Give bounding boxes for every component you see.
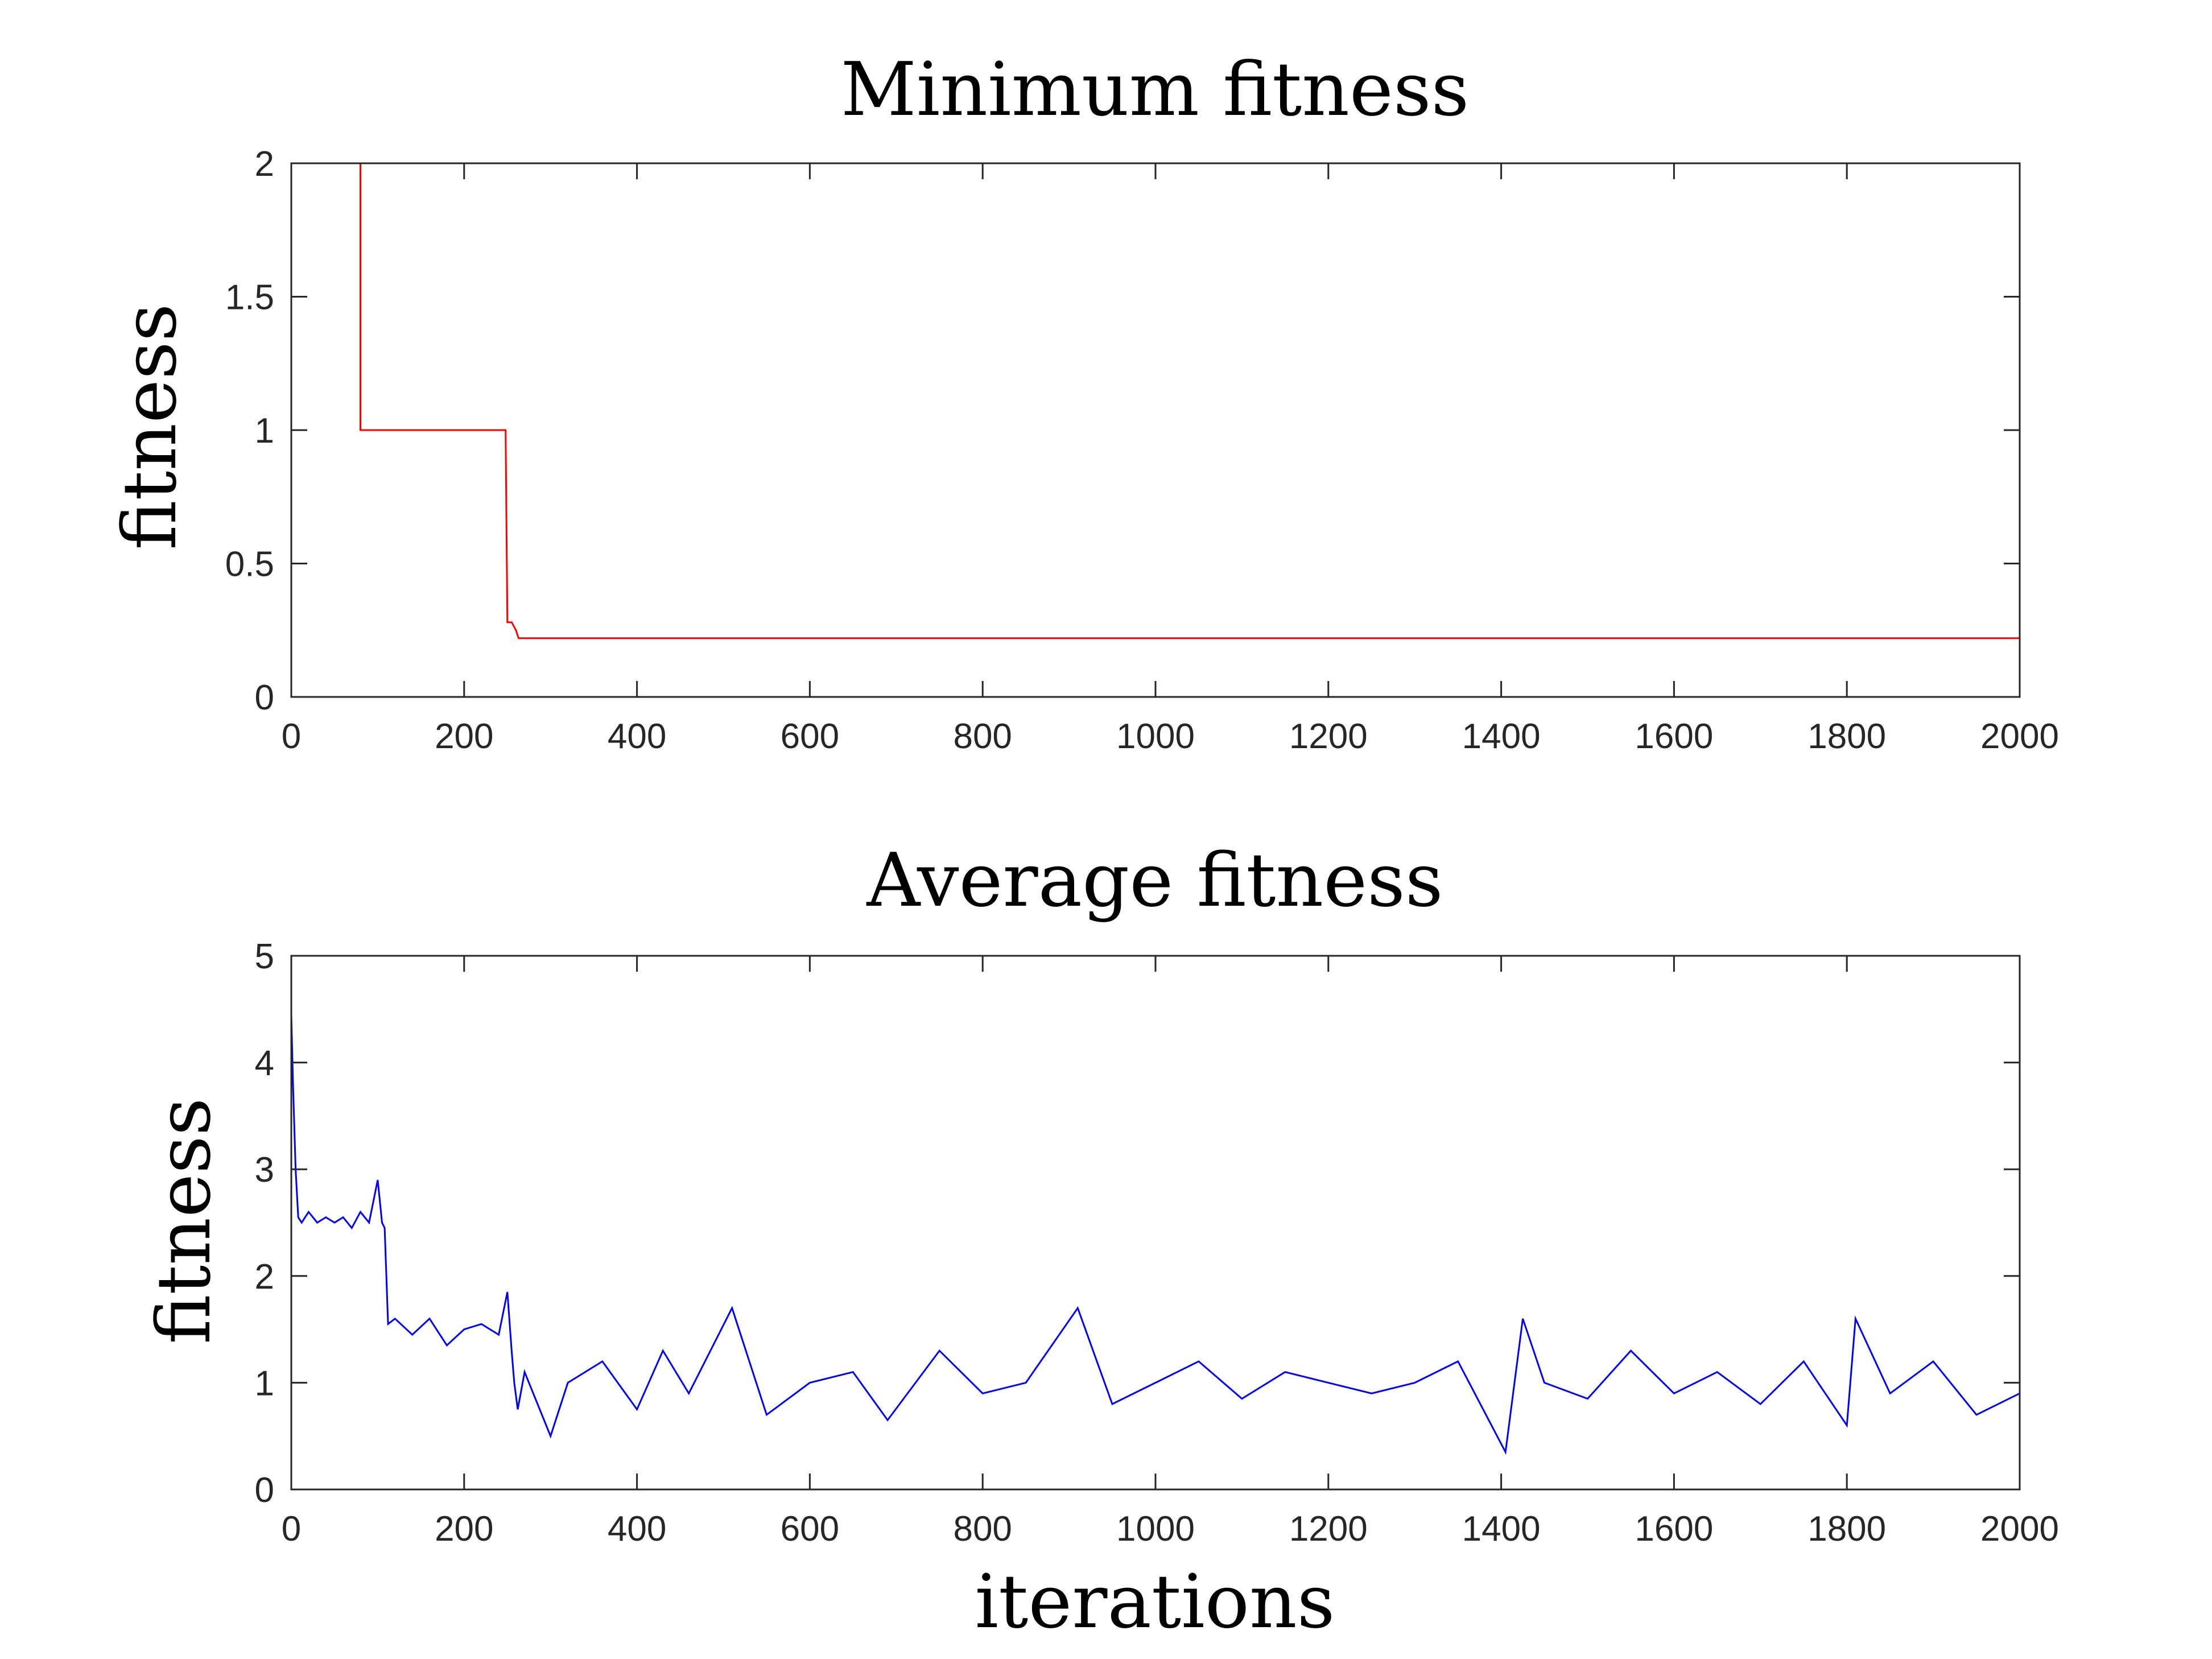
x-tick-label: 600 [781, 1509, 839, 1549]
x-tick-label: 200 [435, 717, 493, 756]
x-tick-label: 2000 [1980, 717, 2059, 756]
x-tick-label: 1200 [1289, 1509, 1368, 1549]
y-axis-label: fitness [106, 303, 193, 550]
y-tick-label: 4 [255, 1044, 274, 1083]
x-tick-label: 1800 [1807, 1509, 1886, 1549]
y-tick-label: 1 [255, 1364, 274, 1403]
y-tick-label: 1.5 [225, 278, 274, 317]
y-tick-label: 2 [255, 145, 274, 184]
series-line-0 [291, 162, 2020, 639]
plot-area: 0 200 400 600 800 1000 1200 1400 1600 1800 2000 0 1 2… [255, 937, 2059, 1549]
y-tick-label: 1 [255, 411, 274, 451]
y-tick-label: 2 [255, 1257, 274, 1297]
x-tick-label: 600 [781, 717, 839, 756]
chart-title: Minimum fitness [841, 46, 1470, 133]
x-tick-label: 1400 [1462, 1509, 1541, 1549]
x-tick-label: 1400 [1462, 717, 1541, 756]
x-tick-label: 0 [282, 1509, 301, 1549]
y-tick-label: 0.5 [225, 545, 274, 584]
y-tick-label: 0 [255, 1471, 274, 1510]
x-tick-label: 1800 [1807, 717, 1886, 756]
x-tick-label: 200 [435, 1509, 493, 1549]
x-tick-label: 1600 [1635, 717, 1713, 756]
chart-title: Average fitness [866, 837, 1443, 923]
x-tick-label: 1200 [1289, 717, 1368, 756]
series-line-0 [290, 1014, 2020, 1455]
chart-average-fitness: Average fitness fitness iterations 0 200 4… [141, 837, 2059, 1645]
x-tick-label: 1000 [1116, 1509, 1195, 1549]
y-tick-label: 3 [255, 1150, 274, 1190]
x-tick-label: 0 [282, 717, 301, 756]
y-tick-label: 0 [255, 678, 274, 717]
x-tick-label: 400 [608, 1509, 666, 1549]
y-axis-label: fitness [141, 1097, 227, 1344]
y-tick-label: 5 [255, 937, 274, 976]
x-axis-label: iterations [975, 1558, 1335, 1645]
x-tick-label: 800 [953, 717, 1012, 756]
x-tick-label: 1000 [1116, 717, 1195, 756]
chart-minimum-fitness: Minimum fitness fitness 0 200 400 600 800 100… [106, 46, 2059, 756]
x-tick-label: 1600 [1635, 1509, 1713, 1549]
plot-area: 0 200 400 600 800 1000 1200 1400 1600 1800 2000 0 0.… [225, 145, 2059, 756]
x-tick-label: 400 [608, 717, 666, 756]
x-tick-label: 2000 [1980, 1509, 2059, 1549]
x-tick-label: 800 [953, 1509, 1012, 1549]
